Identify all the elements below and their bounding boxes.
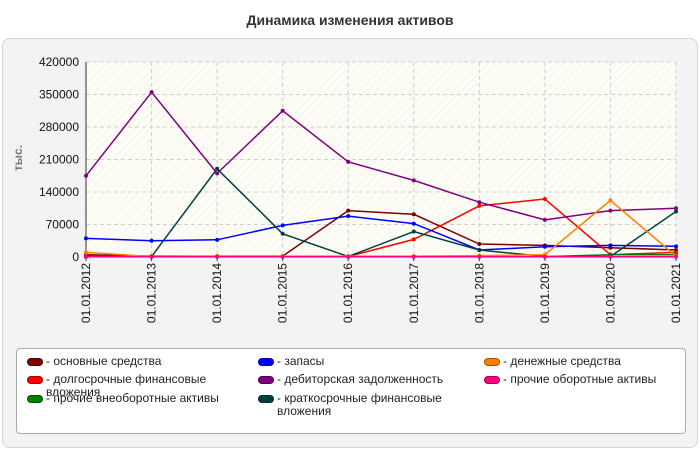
series-point — [608, 243, 613, 248]
legend-item: - основные средства — [27, 355, 221, 368]
chart-title: Динамика изменения активов — [246, 12, 454, 28]
series-point — [411, 229, 416, 234]
series-point — [280, 231, 285, 236]
series-point — [84, 254, 88, 259]
y-tick-label: 140000 — [39, 185, 79, 199]
x-tick-label: 01.01.2020 — [603, 263, 617, 323]
legend-item: - дебиторская задолженность — [258, 373, 452, 386]
series-point — [411, 237, 416, 242]
legend-swatch — [484, 376, 500, 384]
series-point — [411, 212, 416, 217]
series-line — [85, 215, 677, 251]
x-tick-label: 01.01.2014 — [210, 263, 224, 323]
series-point — [84, 236, 88, 241]
series-point — [84, 173, 88, 178]
legend-label: - прочие внеоборотные активы — [46, 391, 219, 405]
legend-swatch — [258, 376, 274, 384]
legend-label: - дебиторская задолженность — [277, 372, 444, 386]
series-point — [346, 254, 351, 259]
x-tick-label: 01.01.2019 — [538, 263, 552, 323]
series-point — [608, 254, 613, 259]
series-point — [411, 178, 416, 183]
series-point — [674, 244, 678, 249]
series-point — [674, 209, 678, 214]
x-tick-label: 01.01.2015 — [276, 263, 290, 323]
legend-item: - долгосрочные финансовые вложения — [27, 373, 221, 399]
legend-swatch — [27, 358, 43, 366]
y-tick-label: 280000 — [39, 120, 79, 134]
series-point — [477, 242, 482, 246]
legend-label: - долгосрочные финансовые вложения — [46, 372, 207, 399]
series-point — [149, 90, 154, 95]
series-point — [477, 200, 482, 205]
series-point — [280, 254, 285, 259]
series-point — [215, 254, 220, 259]
legend-label: - основные средства — [46, 354, 162, 368]
x-tick-label: 01.01.2017 — [407, 263, 421, 323]
legend-item: - краткосрочные финансовые вложения — [258, 392, 452, 418]
series-point — [149, 238, 154, 243]
series-point — [608, 208, 613, 213]
legend-label: - запасы — [277, 354, 325, 368]
legend-item: - запасы — [258, 355, 452, 368]
series-point — [608, 198, 613, 203]
series-point — [215, 171, 220, 176]
series-point — [674, 206, 678, 211]
legend: - основные средства - долгосрочные финанс… — [16, 348, 686, 434]
series-point — [346, 208, 351, 213]
y-axis-label: тыс. — [11, 145, 25, 171]
x-tick-label: 01.01.2021 — [669, 263, 683, 323]
y-tick-label: 70000 — [46, 218, 80, 232]
series-point — [477, 254, 482, 259]
series-point — [477, 248, 482, 253]
series-point — [84, 250, 88, 255]
series-point — [215, 237, 220, 242]
legend-swatch — [258, 395, 274, 403]
x-tick-label: 01.01.2012 — [79, 263, 93, 323]
series-point — [280, 223, 285, 228]
series-point — [280, 108, 285, 113]
series-point — [346, 214, 351, 219]
x-tick-label: 01.01.2016 — [341, 263, 355, 323]
legend-swatch — [27, 395, 43, 403]
series-point — [542, 254, 547, 259]
legend-label: - краткосрочные финансовые вложения — [277, 391, 442, 418]
legend-label: - прочие оборотные активы — [503, 372, 657, 386]
series-point — [411, 254, 416, 259]
legend-item: - прочие оборотные активы — [484, 373, 678, 386]
series-point — [674, 254, 678, 259]
y-tick-label: 350000 — [39, 88, 79, 102]
legend-swatch — [484, 358, 500, 366]
series-point — [149, 254, 154, 259]
series-point — [542, 196, 547, 201]
x-tick-label: 01.01.2013 — [145, 263, 159, 323]
series-point — [215, 166, 220, 171]
y-tick-label: 210000 — [39, 153, 79, 167]
legend-label: - денежные средства — [503, 354, 621, 368]
y-tick-label: 420000 — [39, 55, 79, 69]
legend-item: - денежные средства — [484, 355, 678, 368]
legend-swatch — [27, 376, 43, 384]
x-tick-label: 01.01.2018 — [472, 263, 486, 323]
series-line — [85, 90, 677, 221]
series-point — [542, 217, 547, 222]
series-point — [477, 203, 482, 208]
series-point — [411, 221, 416, 226]
legend-swatch — [258, 358, 274, 366]
legend-item: - прочие внеоборотные активы — [27, 392, 221, 405]
y-tick-label: 0 — [72, 250, 79, 264]
series-point — [346, 159, 351, 164]
series-point — [542, 244, 547, 249]
